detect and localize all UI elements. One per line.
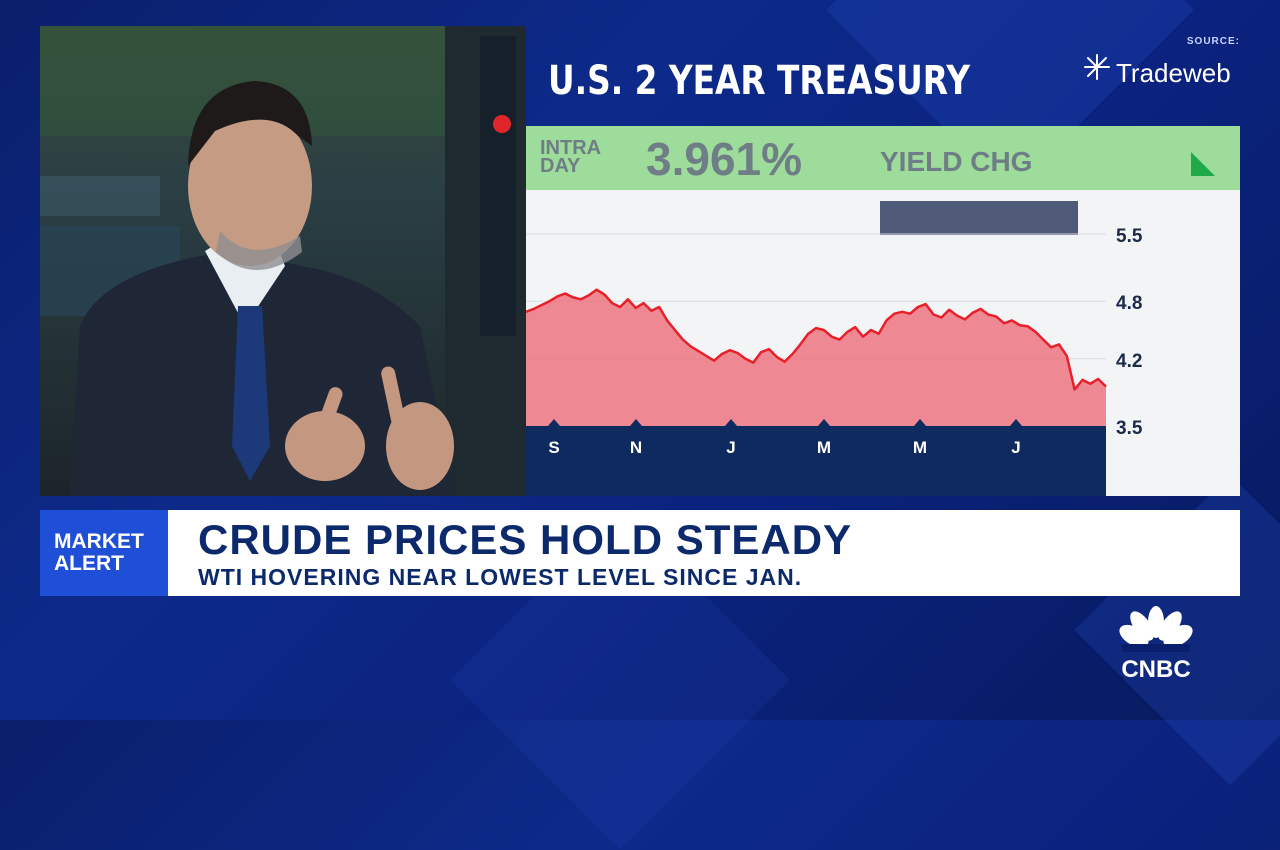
video-feed (40, 26, 526, 496)
x-tick-marker (630, 419, 642, 426)
x-tick-marker (725, 419, 737, 426)
peacock-icon (1119, 606, 1193, 652)
yield-value: 3.961% (646, 133, 803, 185)
yield-chg-label: YIELD CHG (880, 146, 1033, 177)
subheadline: WTI HOVERING NEAR LOWEST LEVEL SINCE JAN… (198, 564, 803, 590)
intraday-label-line2: DAY (540, 155, 581, 177)
x-tick-label: J (1011, 438, 1020, 457)
market-alert-line2: ALERT (54, 552, 124, 575)
chart-title: U.S. 2 YEAR TREASURY (548, 58, 970, 104)
x-tick-label: M (913, 438, 927, 457)
source-label: SOURCE: (1186, 36, 1240, 47)
starburst-icon (1084, 53, 1110, 80)
market-alert-badge: MARKET ALERT (40, 510, 168, 596)
y-tick-label: 4.8 (1116, 293, 1142, 314)
x-tick-marker (548, 419, 560, 426)
x-tick-marker (818, 419, 830, 426)
redacted-label-bar (880, 201, 1078, 235)
source-logo: Tradeweb (1082, 44, 1231, 89)
y-tick-label: 5.5 (1116, 226, 1143, 247)
presenter-video (40, 26, 526, 496)
network-name: CNBC (1121, 656, 1191, 683)
series-line (526, 288, 1107, 391)
y-tick-label: 4.2 (1116, 351, 1142, 372)
network-logo: CNBC (1114, 606, 1198, 684)
market-alert-line1: MARKET (54, 530, 144, 553)
x-tick-label: J (726, 438, 735, 457)
y-tick-label: 3.5 (1116, 418, 1143, 439)
intraday-label: INTRA DAY (540, 137, 602, 177)
x-tick-label: M (817, 438, 831, 457)
ticker-bar: MARKET ALERT CRUDE PRICES HOLD STEADY WT… (40, 510, 1240, 596)
x-tick-marker (1010, 419, 1022, 426)
intraday-header: INTRA DAY 3.961% YIELD CHG (526, 126, 1240, 190)
x-tick-marker (914, 419, 926, 426)
intraday-label-line1: INTRA (540, 137, 602, 159)
source-name: Tradeweb (1116, 58, 1231, 88)
triangle-up-right-icon (1191, 152, 1215, 176)
headline: CRUDE PRICES HOLD STEADY (198, 516, 853, 563)
x-tick-label: N (630, 438, 642, 457)
area-fill (526, 289, 1106, 426)
chart-panel: INTRA DAY 3.961% YIELD CHG 5.5 4.8 4.2 3.5 S… (526, 126, 1240, 496)
x-tick-label: S (548, 438, 559, 457)
chart-plot: 5.5 4.8 4.2 3.5 S N J M M J (526, 226, 1143, 496)
x-axis-band (526, 426, 1106, 496)
